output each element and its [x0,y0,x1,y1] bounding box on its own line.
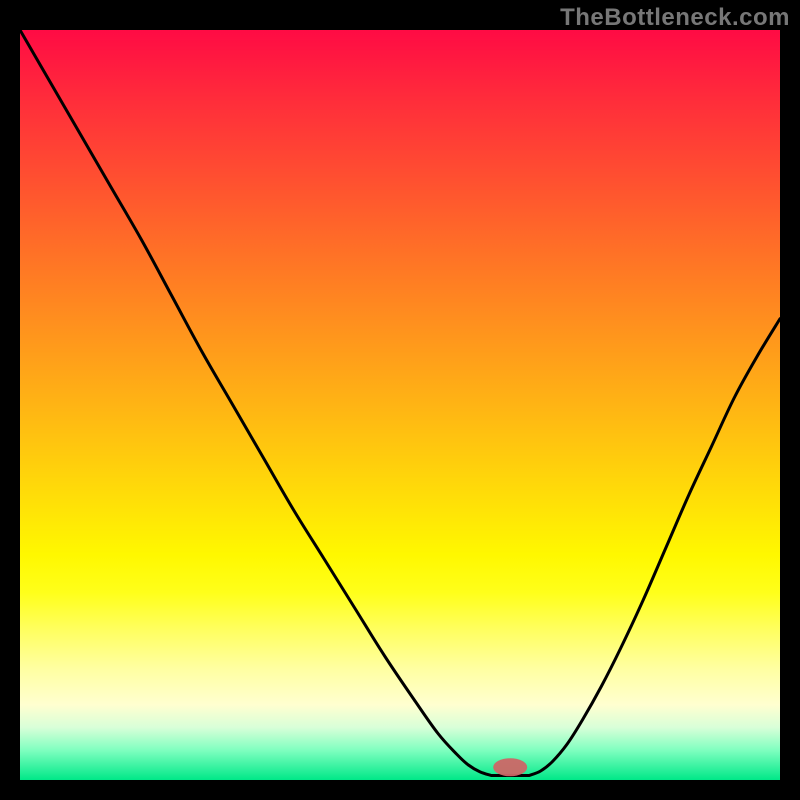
watermark-text: TheBottleneck.com [560,4,790,32]
optimal-point-marker [493,758,527,776]
chart-svg [0,0,800,800]
bottleneck-chart: TheBottleneck.com [0,0,800,800]
chart-background-gradient [20,30,780,780]
